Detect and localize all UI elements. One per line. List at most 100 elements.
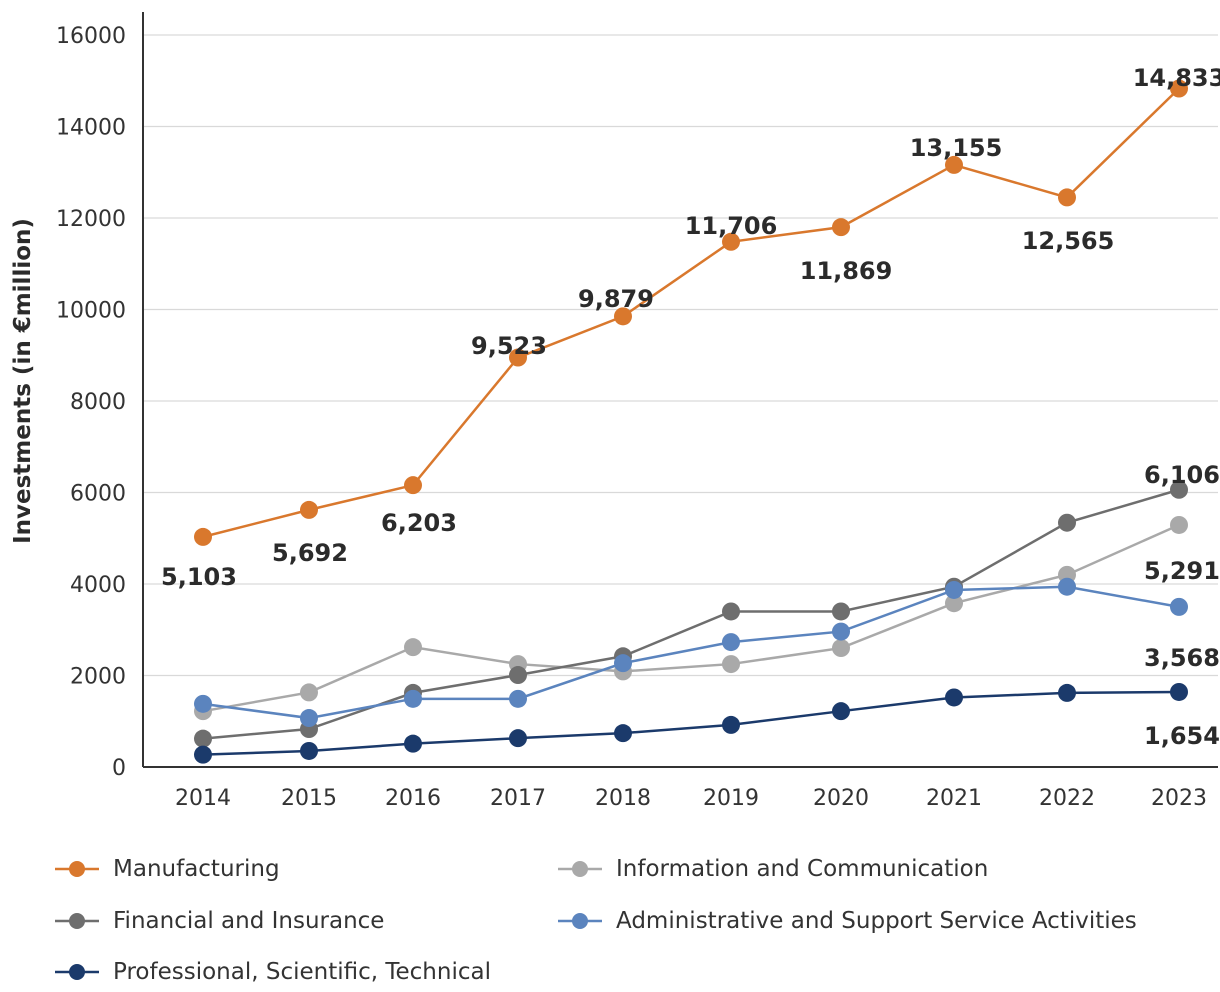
y-tick-label-10000: 10000 (56, 299, 126, 324)
data-label-manufacturing-2018: 9,879 (578, 285, 654, 313)
data-label-manufacturing-2017: 9,523 (471, 332, 547, 360)
data-point-administrative-and-support-service-activities-2016 (404, 689, 422, 708)
data-label-manufacturing-2020: 11,869 (800, 257, 893, 285)
legend-label-information-communication: Information and Communication (616, 856, 989, 882)
line-chart: 0 2000 4000 6000 8000 10000 12000 14000 16000 201… (10, 12, 1220, 811)
data-point-administrative-and-support-service-activities-2021 (945, 580, 963, 599)
y-tick-label-4000: 4000 (70, 573, 126, 598)
data-point-administrative-and-support-service-activities-2018 (614, 654, 632, 673)
data-point-administrative-and-support-service-activities-2022 (1058, 577, 1076, 596)
data-label-manufacturing-2015: 5,692 (272, 539, 348, 567)
legend-item-manufacturing: Manufacturing (55, 849, 280, 889)
x-tick-label-2014: 2014 (175, 786, 231, 811)
data-point-information-and-communication-2016 (404, 638, 422, 657)
data-point-information-and-communication-2023 (1170, 515, 1188, 534)
data-point-professional-scientific-technical-2018 (614, 724, 632, 743)
legend-label-financial-insurance: Financial and Insurance (113, 908, 385, 934)
data-point-administrative-and-support-service-activities-2014 (194, 694, 212, 713)
x-tick-label-2019: 2019 (703, 786, 759, 811)
legend-item-administrative-support: Administrative and Support Service Activ… (558, 901, 1137, 941)
data-label-financial-and-insurance-2023: 6,106 (1144, 461, 1220, 489)
data-point-professional-scientific-technical-2019 (722, 715, 740, 734)
data-label-professional-scientific-technical-2023: 1,654 (1144, 722, 1220, 750)
data-point-information-and-communication-2021 (945, 594, 963, 613)
data-label-manufacturing-2022: 12,565 (1022, 227, 1115, 255)
data-point-professional-scientific-technical-2015 (300, 741, 318, 760)
y-tick-label-6000: 6000 (70, 482, 126, 507)
data-point-administrative-and-support-service-activities-2017 (509, 689, 527, 708)
x-tick-label-2020: 2020 (813, 786, 869, 811)
data-point-manufacturing-2019 (722, 232, 740, 251)
data-point-professional-scientific-technical-2023 (1170, 682, 1188, 701)
legend-marker-information-communication (558, 861, 602, 877)
data-point-professional-scientific-technical-2017 (509, 729, 527, 748)
legend-marker-administrative-support (558, 913, 602, 929)
series-line-manufacturing (202, 87, 1180, 539)
series-line-information-and-communication (202, 523, 1180, 713)
legend-marker-manufacturing (55, 861, 99, 877)
data-point-professional-scientific-technical-2020 (832, 702, 850, 721)
data-label-information-and-communication-2023: 5,291 (1144, 557, 1220, 585)
data-point-manufacturing-2015 (300, 500, 318, 519)
series-professional-scientific-technical (194, 682, 1188, 764)
data-point-manufacturing-2022 (1058, 188, 1076, 207)
y-tick-label-14000: 14000 (56, 116, 126, 141)
data-point-administrative-and-support-service-activities-2015 (300, 709, 318, 728)
data-point-information-and-communication-2020 (832, 639, 850, 658)
series-line-professional-scientific-technical (202, 690, 1180, 756)
data-label-manufacturing-2021: 13,155 (910, 134, 1003, 162)
series-administrative-and-support-service-activities (194, 577, 1188, 728)
data-point-financial-and-insurance-2017 (509, 666, 527, 685)
legend-marker-professional-scientific (55, 964, 99, 980)
data-point-financial-and-insurance-2023 (1170, 480, 1188, 499)
legend-label-manufacturing: Manufacturing (113, 856, 280, 882)
data-point-professional-scientific-technical-2014 (194, 745, 212, 764)
data-point-manufacturing-2021 (945, 155, 963, 174)
y-tick-label-16000: 16000 (56, 24, 126, 49)
data-point-manufacturing-2018 (614, 307, 632, 326)
data-point-professional-scientific-technical-2022 (1058, 683, 1076, 702)
legend-label-administrative-support: Administrative and Support Service Activ… (616, 908, 1137, 934)
x-tick-label-2021: 2021 (926, 786, 982, 811)
series-line-financial-and-insurance (202, 488, 1180, 740)
y-tick-label-2000: 2000 (70, 665, 126, 690)
data-point-manufacturing-2023 (1170, 79, 1188, 98)
x-tick-label-2016: 2016 (385, 786, 441, 811)
data-label-manufacturing-2014: 5,103 (161, 563, 237, 591)
data-point-manufacturing-2017 (509, 348, 527, 367)
y-tick-label-0: 0 (112, 756, 126, 781)
x-tick-label-2015: 2015 (281, 786, 337, 811)
data-point-professional-scientific-technical-2016 (404, 734, 422, 753)
data-point-information-and-communication-2019 (722, 655, 740, 674)
y-axis-title: Investments (in €million) (10, 218, 36, 544)
data-point-financial-and-insurance-2019 (722, 602, 740, 621)
data-point-financial-and-insurance-2022 (1058, 513, 1076, 532)
data-point-manufacturing-2016 (404, 476, 422, 495)
series-manufacturing (194, 79, 1188, 546)
data-point-administrative-and-support-service-activities-2019 (722, 633, 740, 652)
data-point-manufacturing-2014 (194, 527, 212, 546)
legend-marker-financial-insurance (55, 913, 99, 929)
data-label-manufacturing-2019: 11,706 (685, 212, 778, 240)
data-label-administrative-and-support-service-activities-2023: 3,568 (1144, 644, 1220, 672)
data-point-administrative-and-support-service-activities-2023 (1170, 597, 1188, 616)
y-tick-label-8000: 8000 (70, 390, 126, 415)
y-tick-label-12000: 12000 (56, 207, 126, 232)
data-point-administrative-and-support-service-activities-2020 (832, 622, 850, 641)
data-label-manufacturing-2016: 6,203 (381, 509, 457, 537)
data-label-manufacturing-2023: 14,833 (1133, 64, 1220, 92)
legend-label-professional-scientific: Professional, Scientific, Technical (113, 959, 491, 985)
x-tick-label-2017: 2017 (490, 786, 546, 811)
data-point-financial-and-insurance-2014 (194, 729, 212, 748)
data-point-financial-and-insurance-2020 (832, 602, 850, 621)
legend-item-financial-insurance: Financial and Insurance (55, 901, 384, 941)
legend-item-information-communication: Information and Communication (558, 849, 988, 889)
data-point-manufacturing-2020 (832, 218, 850, 237)
x-tick-label-2022: 2022 (1039, 786, 1095, 811)
series-financial-and-insurance (194, 480, 1188, 748)
data-point-professional-scientific-technical-2021 (945, 688, 963, 707)
data-point-information-and-communication-2015 (300, 683, 318, 702)
x-tick-label-2023: 2023 (1151, 786, 1207, 811)
series-line-administrative-and-support-service-activities (202, 585, 1180, 720)
x-tick-label-2018: 2018 (595, 786, 651, 811)
